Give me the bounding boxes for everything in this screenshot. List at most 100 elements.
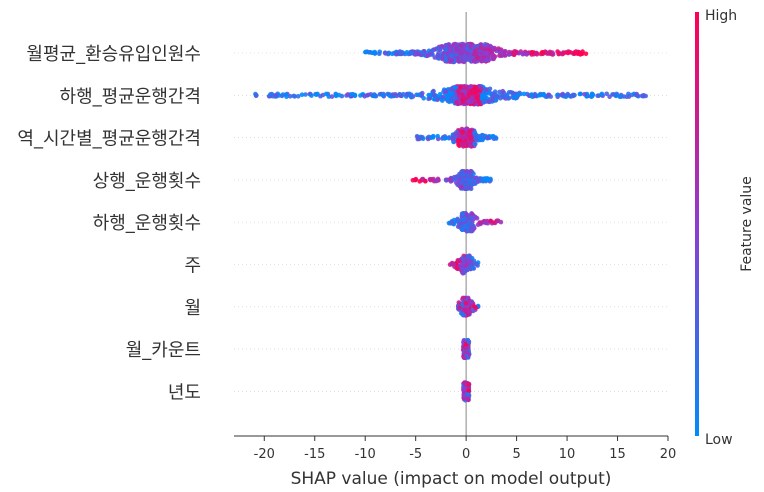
shap-dot xyxy=(421,96,427,101)
shap-dot xyxy=(460,266,466,272)
shap-dot xyxy=(555,92,560,98)
shap-dot xyxy=(534,52,540,57)
shap-dot xyxy=(539,50,545,55)
shap-dot xyxy=(443,47,449,52)
x-axis: -20 -15 -10 -5 0 5 10 15 20 xyxy=(234,435,677,462)
shap-dot xyxy=(490,55,496,60)
shap-dot xyxy=(413,177,418,183)
shap-dot xyxy=(469,95,475,100)
shap-dot xyxy=(546,92,551,98)
shap-dot xyxy=(467,131,472,137)
shap-dot xyxy=(446,135,452,140)
shap-dot xyxy=(493,136,499,141)
shap-dot xyxy=(479,86,484,91)
feature-label: 년도 xyxy=(168,382,201,403)
shap-dot xyxy=(454,174,460,179)
shap-dot xyxy=(449,53,454,59)
shap-dot xyxy=(458,50,464,55)
shap-dot xyxy=(478,220,483,225)
shap-dot xyxy=(292,94,298,99)
shap-dot xyxy=(454,46,460,52)
shap-dot xyxy=(420,135,425,140)
colorbar-high-label: High xyxy=(705,8,737,24)
colorbar-low-label: Low xyxy=(705,432,733,448)
shap-dot xyxy=(448,86,454,92)
shap-dot xyxy=(473,305,478,310)
shap-dot xyxy=(484,176,490,182)
shap-dot xyxy=(599,91,605,97)
shap-dot xyxy=(570,92,576,98)
feature-label: 하행_평균운행간격 xyxy=(60,86,201,107)
shap-dot xyxy=(431,93,437,98)
shap-dot xyxy=(366,92,371,98)
shap-dot xyxy=(269,91,275,97)
shap-dot xyxy=(469,255,475,261)
x-tick-label: -5 xyxy=(409,447,422,462)
shap-dot xyxy=(471,266,476,271)
shap-dot xyxy=(497,89,503,95)
shap-dot xyxy=(482,42,488,47)
shap-dot xyxy=(466,309,472,315)
shap-dot xyxy=(309,93,314,98)
shap-dot xyxy=(556,51,561,57)
shap-dot xyxy=(461,393,467,398)
shap-dot xyxy=(440,98,445,103)
feature-label: 월 xyxy=(184,298,201,319)
x-tick-label: -15 xyxy=(304,447,325,462)
shap-dot xyxy=(565,50,571,56)
shap-dot xyxy=(426,48,432,54)
shap-dot xyxy=(352,92,358,98)
shap-dot xyxy=(426,92,432,98)
x-tick-label: -10 xyxy=(355,447,376,462)
shap-dot xyxy=(614,91,619,97)
x-axis-label: SHAP value (impact on model output) xyxy=(291,469,612,489)
shap-dot xyxy=(466,139,472,145)
shap-dot xyxy=(621,94,627,99)
shap-dot xyxy=(460,129,466,135)
shap-dot xyxy=(299,92,305,97)
shap-dot xyxy=(577,91,583,97)
shap-dot xyxy=(463,345,469,351)
shap-dot xyxy=(561,51,566,56)
shap-dot xyxy=(463,349,469,355)
shap-dot xyxy=(416,92,421,98)
shap-dot xyxy=(537,92,542,98)
x-tick-label: 15 xyxy=(609,447,626,462)
shap-dot xyxy=(457,94,462,99)
shap-dot xyxy=(443,89,449,94)
shap-dot xyxy=(479,93,485,98)
shap-dot xyxy=(460,256,466,262)
dot-layer xyxy=(253,41,648,403)
shap-dot xyxy=(399,50,404,55)
shap-dot xyxy=(447,177,453,182)
shap-dot xyxy=(463,127,469,132)
shap-dot xyxy=(472,90,478,95)
shap-dot xyxy=(464,212,469,218)
shap-dot xyxy=(582,92,587,97)
shap-dot xyxy=(462,307,467,312)
shap-dot xyxy=(318,93,323,99)
shap-dot xyxy=(580,49,585,54)
shap-dot xyxy=(456,300,462,305)
shap-dot xyxy=(466,99,471,104)
x-tick-label: 0 xyxy=(462,447,470,462)
shap-dot xyxy=(329,94,335,99)
shap-dot xyxy=(427,177,433,182)
feature-label: 역_시간별_평균운행간격 xyxy=(17,129,201,150)
y-axis-labels: 월평균_환승유입인원수하행_평균운행간격역_시간별_평균운행간격상행_운행횟수하… xyxy=(17,44,201,403)
shap-dot xyxy=(363,49,368,55)
shap-dot xyxy=(442,136,448,141)
shap-dot xyxy=(475,55,480,61)
x-tick-label: 10 xyxy=(559,447,576,462)
shap-dot xyxy=(524,52,529,57)
shap-dot xyxy=(457,305,462,310)
shap-dot xyxy=(508,90,514,95)
shap-dot xyxy=(459,142,465,147)
shap-dot xyxy=(408,92,414,97)
x-tick-label: 20 xyxy=(660,447,677,462)
shap-dot xyxy=(362,94,367,99)
x-tick-label: 5 xyxy=(512,447,520,462)
shap-dot xyxy=(483,220,488,225)
shap-dot xyxy=(491,220,497,225)
